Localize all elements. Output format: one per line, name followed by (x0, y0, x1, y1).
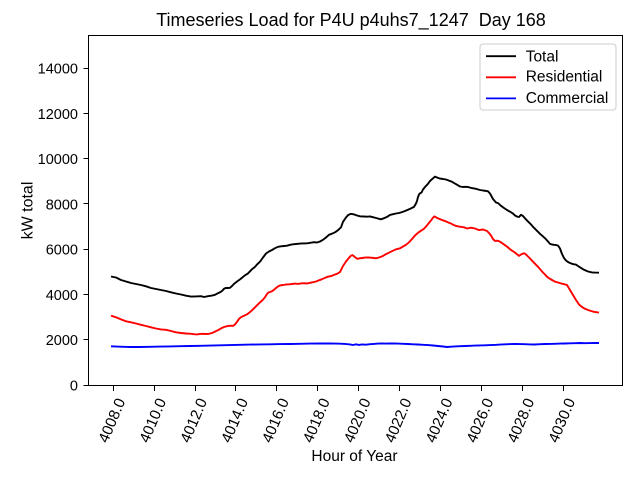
svg-text:4000: 4000 (46, 288, 78, 304)
svg-text:Commercial: Commercial (526, 90, 609, 107)
svg-text:10000: 10000 (38, 152, 78, 168)
svg-text:0: 0 (70, 379, 78, 395)
svg-text:Hour of Year: Hour of Year (311, 448, 397, 465)
svg-text:8000: 8000 (46, 197, 78, 213)
svg-text:kW total: kW total (20, 182, 37, 240)
svg-text:Residential: Residential (526, 69, 603, 86)
svg-text:2000: 2000 (46, 333, 78, 349)
svg-text:12000: 12000 (38, 107, 78, 123)
svg-text:Timeseries Load for P4U p4uhs7: Timeseries Load for P4U p4uhs7_1247 Day … (156, 10, 546, 31)
svg-text:6000: 6000 (46, 243, 78, 259)
svg-text:14000: 14000 (38, 62, 78, 78)
svg-text:Total: Total (526, 48, 559, 65)
